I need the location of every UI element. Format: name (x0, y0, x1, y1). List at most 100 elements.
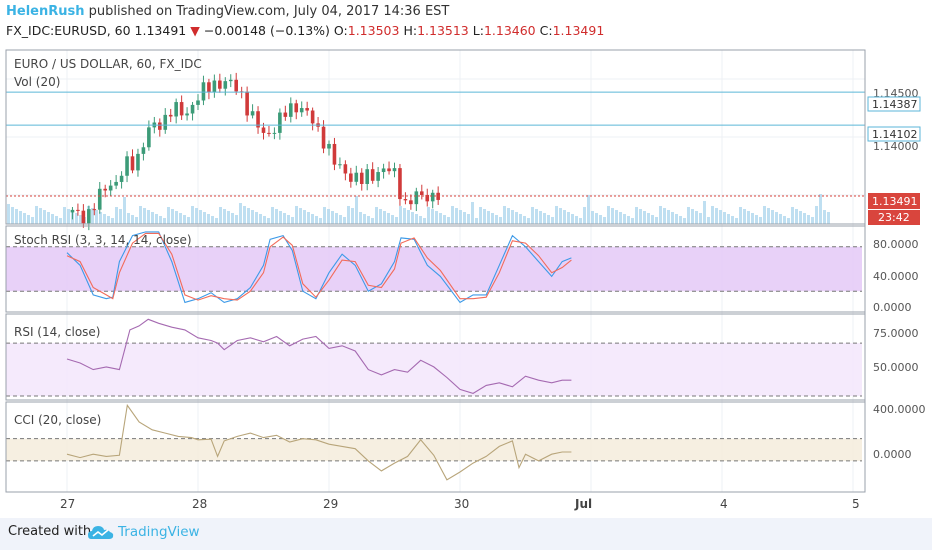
volume-bar (99, 212, 102, 224)
volume-bar (543, 213, 546, 224)
volume-bar (111, 218, 114, 224)
volume-bar (491, 213, 494, 224)
volume-bar (295, 206, 298, 224)
close-value: 1.13491 (552, 23, 605, 38)
volume-bar (619, 212, 622, 224)
candle-body (338, 164, 342, 166)
volume-bar (719, 210, 722, 224)
candle-body (125, 156, 129, 176)
main-pane-title: EURO / US DOLLAR, 60, FX_IDC (14, 57, 202, 71)
volume-bar (91, 208, 94, 224)
cci-pane-title: CCI (20, close) (14, 413, 101, 427)
volume-bar (23, 213, 26, 224)
candle-body (103, 188, 108, 191)
candle-body (108, 185, 113, 191)
volume-bar (815, 206, 818, 224)
rsi-pane-title: RSI (14, close) (14, 325, 100, 339)
volume-bar (227, 211, 230, 224)
volume-bar (427, 207, 430, 224)
volume-bar (467, 214, 470, 224)
volume-bar (503, 206, 506, 224)
xtick-27: 27 (60, 497, 75, 511)
volume-bar (367, 216, 370, 224)
candle-body (381, 168, 386, 173)
volume-bar (459, 210, 462, 224)
volume-bar (455, 208, 458, 224)
volume-bar (535, 209, 538, 224)
candle-body (294, 103, 299, 113)
candle-body (218, 80, 222, 89)
volume-bar (107, 216, 110, 224)
candle-body (157, 122, 162, 130)
xtick-29: 29 (323, 497, 338, 511)
volume-bar (631, 218, 634, 224)
volume-bar (435, 211, 438, 224)
volume-bar (567, 212, 570, 224)
volume-bar (703, 201, 706, 224)
candle-body (234, 79, 239, 92)
volume-bar (487, 211, 490, 224)
volume-bar (15, 209, 18, 224)
volume-bar (499, 217, 502, 224)
volume-bar (691, 209, 694, 224)
candle-body (343, 164, 348, 174)
candle-body (168, 114, 173, 117)
volume-bar (103, 214, 106, 224)
volume-bar (587, 195, 590, 224)
publisher-username[interactable]: HelenRush (6, 4, 85, 19)
volume-bar (95, 210, 98, 224)
main-ytick-1: 1.14000 (873, 140, 919, 153)
hline-label-2-bg (867, 126, 921, 142)
volume-bar (803, 213, 806, 224)
candle-body (349, 173, 353, 182)
low-value: 1.13460 (483, 23, 536, 38)
volume-bar (283, 213, 286, 224)
low-label: L: (472, 23, 484, 38)
candle-body (114, 181, 118, 186)
volume-bar (211, 216, 214, 224)
volume-bar (407, 210, 410, 224)
candle-body (261, 127, 266, 133)
volume-bar (771, 210, 774, 224)
volume-bar (767, 208, 770, 224)
volume-bar (583, 207, 586, 224)
volume-bar (723, 212, 726, 224)
volume-bar (695, 211, 698, 224)
volume-bar (127, 213, 130, 224)
volume-bar (287, 215, 290, 224)
volume-bar (511, 210, 514, 224)
volume-bar (727, 214, 730, 224)
volume-bar (355, 196, 358, 224)
volume-bar (163, 218, 166, 224)
candle-body (414, 191, 419, 205)
volume-bar (19, 211, 22, 224)
hline-label-2: 1.14102 (872, 128, 918, 141)
volume-bar (527, 218, 530, 224)
volume-bar (611, 208, 614, 224)
volume-bar (47, 212, 50, 224)
volume-bar (143, 208, 146, 224)
volume-bar (799, 211, 802, 224)
indicator-band (6, 343, 862, 397)
volume-bar (623, 214, 626, 224)
volume-bar (663, 208, 666, 224)
volume-bar (743, 209, 746, 224)
candle-body (288, 103, 293, 117)
volume-bar (591, 211, 594, 224)
candle-body (278, 112, 282, 133)
candle-body (70, 209, 75, 213)
volume-bar (311, 214, 314, 224)
symbol-ohlc-line: FX_IDC:EURUSD, 60 1.13491 ▼ −0.00148 (−0… (6, 23, 604, 38)
chart-canvas[interactable]: EURO / US DOLLAR, 60, FX_IDC Vol (20) St… (0, 44, 932, 520)
volume-bar (363, 214, 366, 224)
volume-bar (423, 218, 426, 224)
candle-body (370, 169, 375, 181)
volume-bar (731, 216, 734, 224)
volume-bar (747, 211, 750, 224)
last-price: 1.13491 (134, 23, 187, 38)
volume-bar (335, 213, 338, 224)
volume-bar (547, 215, 550, 224)
tradingview-brand[interactable]: TradingView (118, 524, 200, 540)
candle-body (141, 147, 146, 154)
volume-bar (415, 214, 418, 224)
